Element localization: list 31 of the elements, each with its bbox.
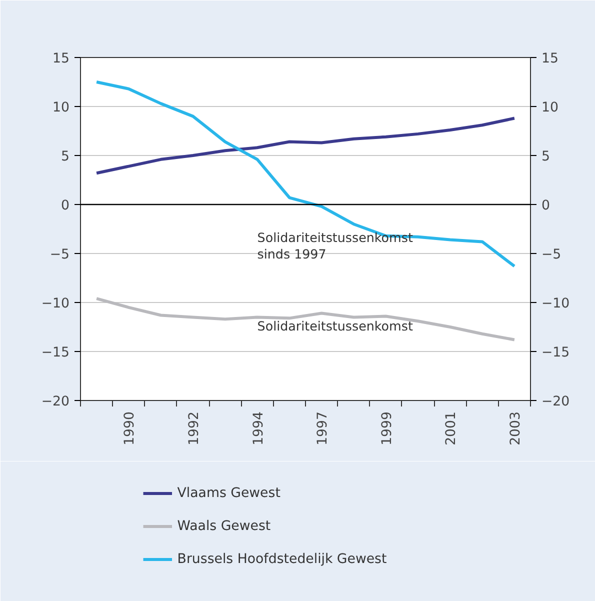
y2-tick-label: −20 (542, 394, 570, 410)
y-tick-label: −10 (41, 296, 70, 312)
line-series (95, 297, 516, 342)
legend-label: Brussels Hoofdstedelijk Gewest (177, 552, 387, 567)
y2-tick-label: −5 (542, 248, 562, 262)
y-tick-label: −5 (50, 248, 70, 262)
y-tick-label: 5 (61, 150, 70, 164)
x-tick-label: 2003 (508, 411, 524, 446)
legend-label: Vlaams Gewest (177, 486, 280, 501)
annotation: Solidariteitstussenkomst (257, 318, 413, 334)
x-tick-label: 2001 (444, 411, 460, 446)
y2-tick-label: 5 (542, 150, 550, 164)
y-tick-label: 10 (52, 100, 70, 116)
x-tick-label: 1997 (316, 411, 331, 446)
x-tick-label: 1999 (380, 411, 395, 446)
line-series (95, 116, 516, 175)
x-tick-label: 1992 (187, 411, 202, 446)
y2-tick-label: −10 (542, 296, 570, 312)
y-tick-label: 0 (61, 198, 70, 214)
y2-tick-label: 0 (542, 198, 550, 214)
y2-tick-label: 10 (542, 100, 558, 116)
y-tick-label: −20 (41, 394, 70, 410)
y2-tick-label: −15 (542, 346, 570, 360)
y-tick-label: −15 (41, 346, 70, 360)
y-tick-label: 15 (52, 52, 70, 66)
y2-tick-label: 15 (542, 52, 558, 66)
x-tick-label: 1990 (122, 411, 138, 446)
x-tick-label: 1994 (251, 411, 266, 446)
annotation: Solidariteitstussenkomst sinds 1997 (257, 230, 413, 262)
legend-label: Waals Gewest (177, 519, 271, 534)
line-series (95, 80, 516, 268)
